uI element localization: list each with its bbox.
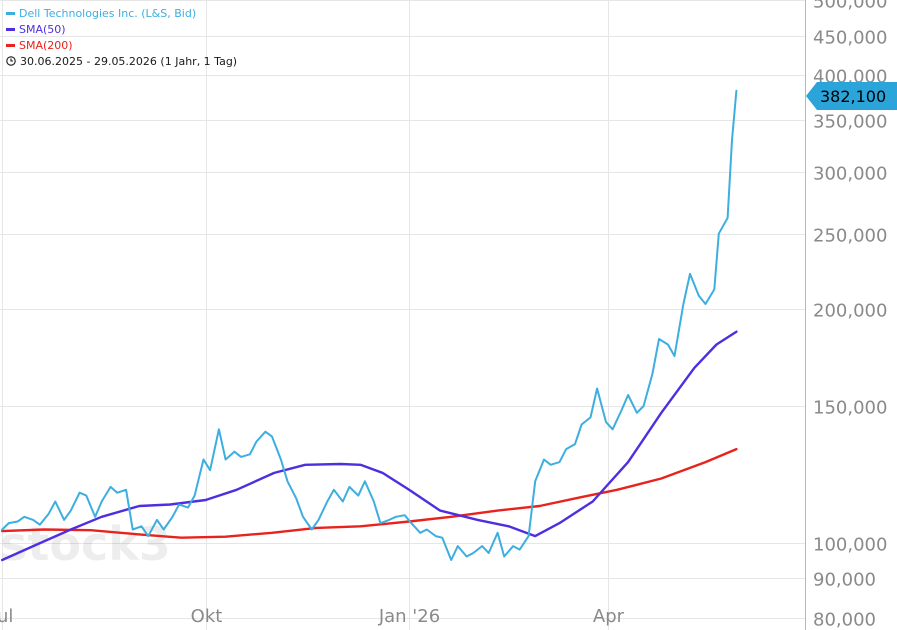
legend-swatch-dell [6, 11, 15, 15]
x-tick-label: Jan '26 [378, 606, 440, 627]
series-line-sma50 [1, 330, 738, 562]
y-tick-label: 350,000 [813, 112, 887, 133]
legend-label-sma50: SMA(50) [19, 22, 66, 36]
legend-swatch-sma50 [6, 27, 15, 31]
legend-period[interactable]: 30.06.2025 - 29.05.2026 (1 Jahr, 1 Tag) [6, 53, 237, 69]
legend: Dell Technologies Inc. (L&S, Bid) SMA(50… [6, 5, 237, 69]
y-axis-ticks: 80,000 90,000 100,000 150,000 200,000 250,000… [813, 0, 887, 630]
last-price-tag: 382,100 [806, 82, 897, 110]
legend-item-sma200[interactable]: SMA(200) [6, 37, 237, 53]
y-tick-label: 450,000 [813, 28, 887, 49]
last-price-value: 382,100 [820, 87, 886, 106]
legend-item-dell[interactable]: Dell Technologies Inc. (L&S, Bid) [6, 5, 237, 21]
y-tick-label: 80,000 [813, 610, 876, 630]
period-label: 30.06.2025 - 29.05.2026 (1 Jahr, 1 Tag) [20, 54, 238, 68]
x-axis-ticks: Jul Okt Jan '26 Apr [0, 600, 625, 630]
series [1, 89, 738, 562]
legend-swatch-sma200 [6, 43, 15, 47]
legend-item-sma50[interactable]: SMA(50) [6, 21, 237, 37]
legend-label-sma200: SMA(200) [19, 38, 73, 52]
y-tick-label: 200,000 [813, 301, 887, 322]
y-tick-label: 500,000 [813, 0, 887, 13]
clock-icon [6, 56, 16, 66]
x-tick-label: Jul [0, 606, 13, 627]
x-tick-label: Okt [191, 606, 223, 627]
watermark: stock3 [0, 517, 171, 571]
y-tick-label: 250,000 [813, 226, 887, 247]
legend-label-dell: Dell Technologies Inc. (L&S, Bid) [19, 6, 197, 20]
y-tick-label: 300,000 [813, 164, 887, 185]
y-tick-label: 150,000 [813, 398, 887, 419]
y-tick-label: 100,000 [813, 535, 887, 556]
series-line-dell [1, 89, 738, 561]
x-tick-label: Apr [593, 606, 625, 627]
series-line-sma200 [1, 447, 738, 539]
y-tick-label: 90,000 [813, 570, 876, 591]
